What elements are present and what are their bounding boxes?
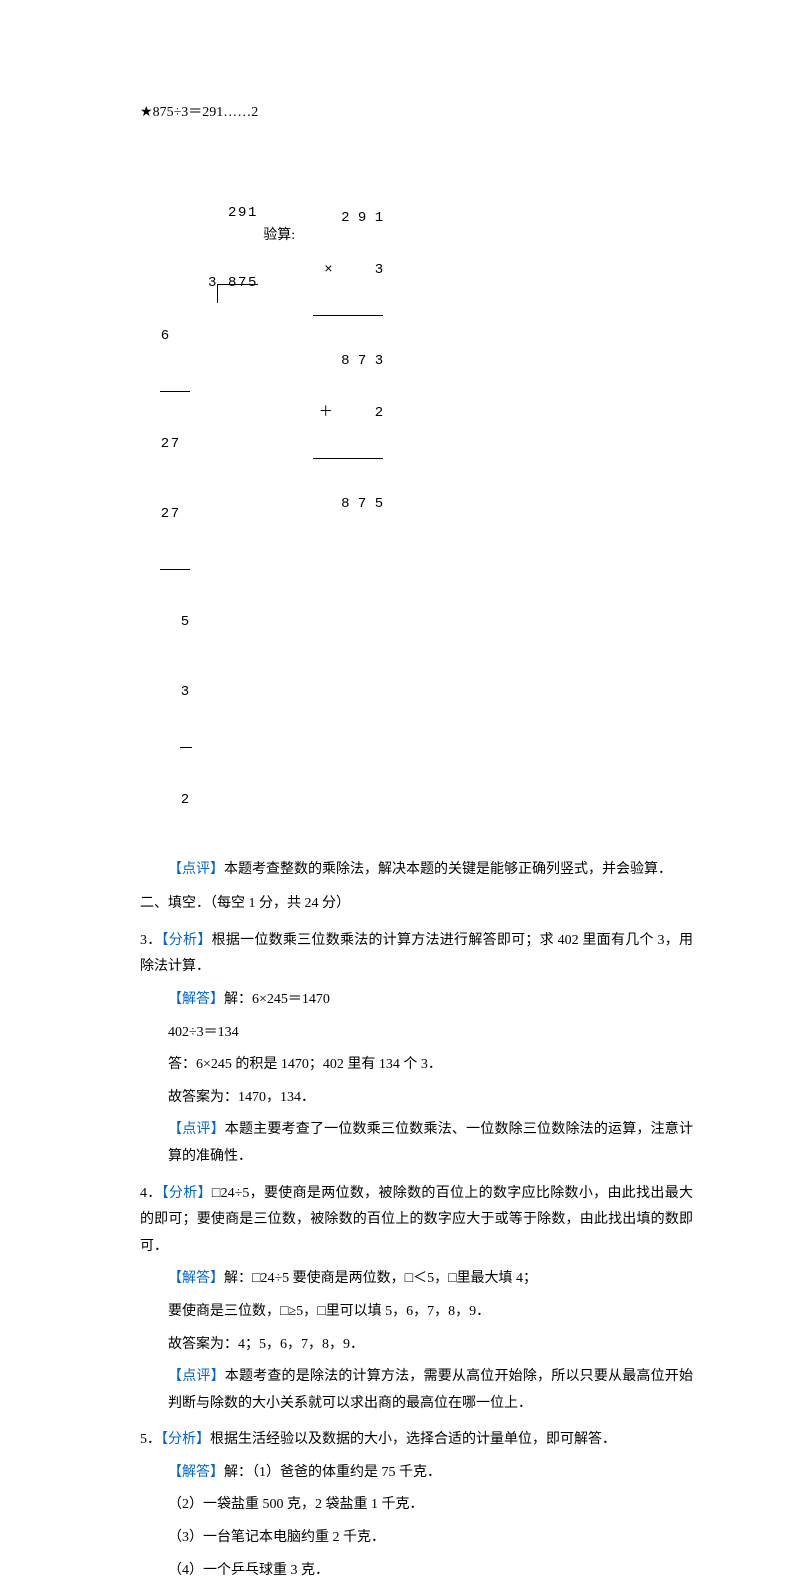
- jd-text: 要使商是三位数，□≥5，□里可以填 5，6，7，8，9．: [140, 1299, 693, 1326]
- jd-text: 答：6×245 的积是 1470；402 里有 134 个 3．: [140, 1052, 693, 1079]
- step: 7: [170, 506, 180, 524]
- jd-text: 故答案为：1470，134．: [140, 1085, 693, 1112]
- dp-label: 【点评】: [168, 1122, 225, 1137]
- jd-text: 解：□24÷5 要使商是两位数，□＜5，□里最大填 4；: [224, 1271, 537, 1286]
- star-icon: ★: [140, 105, 153, 120]
- step: 2: [160, 506, 170, 524]
- check-row: 2 9 1: [313, 210, 383, 228]
- jd-text: （2）一袋盐重 500 克，2 袋盐重 1 千克．: [140, 1492, 693, 1519]
- check-column: 2 9 1 × 3 8 7 3 ＋ 2 8 7 5: [313, 175, 383, 549]
- fx-text: □24÷5，要使商是两位数，被除数的百位上的数字应比除数小，由此找出最大的即可；…: [140, 1186, 693, 1254]
- dp-text: 本题考查整数的乘除法，解决本题的关键是能够正确列竖式，并会验算．: [224, 862, 672, 877]
- fx-text: 根据一位数乘三位数乘法的计算方法进行解答即可；求 402 里面有几个 3，用除法…: [140, 933, 693, 975]
- fx-label: 【分析】: [161, 1432, 210, 1447]
- step: 7: [170, 436, 180, 454]
- dp-label: 【点评】: [168, 862, 224, 877]
- q-digit: 2: [227, 205, 237, 223]
- equation-text: 875÷3＝291……2: [153, 105, 259, 120]
- q-num: 3．: [140, 933, 162, 948]
- q-num: 5．: [140, 1432, 161, 1447]
- question-3: 3．【分析】根据一位数乘三位数乘法的计算方法进行解答即可；求 402 里面有几个…: [140, 928, 693, 1171]
- fx-label: 【分析】: [162, 1186, 212, 1201]
- q-num: 4．: [140, 1186, 162, 1201]
- step: 5: [180, 614, 190, 632]
- remainder: 2: [180, 792, 190, 810]
- dp-text: 本题考查的是除法的计算方法，需要从高位开始除，所以只要从最高位开始判断与除数的大…: [168, 1369, 693, 1411]
- fx-label: 【分析】: [162, 933, 212, 948]
- question-5: 5．【分析】根据生活经验以及数据的大小，选择合适的计量单位，即可解答． 【解答】…: [140, 1427, 693, 1584]
- q-digit: 1: [247, 205, 257, 223]
- check-row: ＋ 2: [313, 405, 383, 423]
- jd-text: 402÷3＝134: [140, 1020, 693, 1047]
- step: 3: [180, 684, 190, 702]
- step: 2: [160, 436, 170, 454]
- jd-text: 解：（1）爸爸的体重约是 75 千克．: [224, 1465, 441, 1480]
- jd-text: （3）一台笔记本电脑约重 2 千克．: [140, 1525, 693, 1552]
- jd-text: 解：6×245＝1470: [224, 992, 330, 1007]
- check-row: 8 7 5: [313, 496, 383, 514]
- step: 6: [160, 328, 170, 346]
- jd-label: 【解答】: [168, 992, 224, 1007]
- division-work: 291 3875 6 27 27 5 3 2 验算: 2 9 1 ×: [140, 135, 693, 845]
- q-digit: 9: [237, 205, 247, 223]
- fx-text: 根据生活经验以及数据的大小，选择合适的计量单位，即可解答．: [210, 1432, 616, 1447]
- jd-text: 故答案为：4；5，6，7，8，9．: [140, 1332, 693, 1359]
- equation-line: ★875÷3＝291……2: [140, 100, 693, 127]
- dp-label: 【点评】: [168, 1369, 225, 1384]
- long-division: 291 3875 6 27 27 5 3 2: [140, 135, 257, 845]
- check-label: 验算:: [263, 223, 295, 250]
- jd-label: 【解答】: [168, 1465, 224, 1480]
- jd-label: 【解答】: [168, 1271, 224, 1286]
- page: ★875÷3＝291……2 291 3875 6 27 27 5 3: [0, 0, 793, 1122]
- divisor: 3: [207, 275, 217, 293]
- section-header: 二、填空．（每空 1 分，共 24 分）: [140, 891, 693, 918]
- jd-text: （4）一个乒乓球重 3 克．: [140, 1558, 693, 1584]
- check-row: 8 7 3: [313, 353, 383, 371]
- check-row: × 3: [313, 262, 383, 280]
- dp-text: 本题主要考查了一位数乘三位数乘法、一位数除三位数除法的运算，注意计算的准确性．: [168, 1122, 693, 1164]
- comment-block: 【点评】本题考查整数的乘除法，解决本题的关键是能够正确列竖式，并会验算．: [140, 857, 693, 884]
- question-4: 4．【分析】□24÷5，要使商是两位数，被除数的百位上的数字应比除数小，由此找出…: [140, 1181, 693, 1418]
